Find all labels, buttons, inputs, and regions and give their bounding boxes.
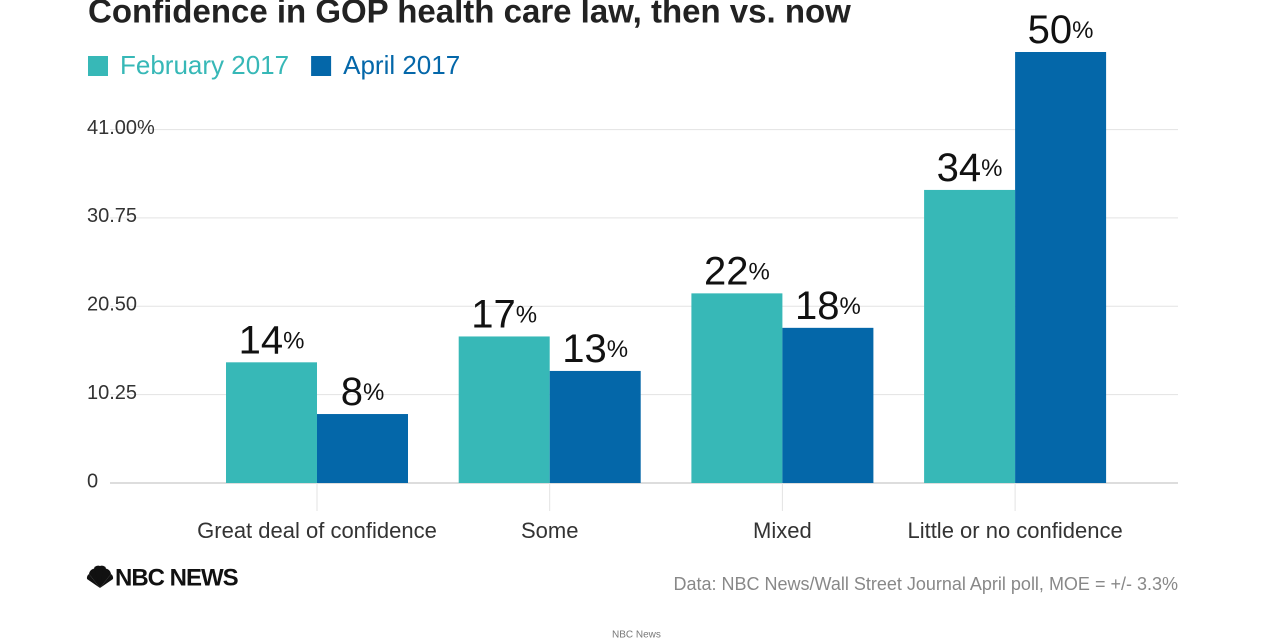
bar	[317, 414, 408, 483]
bar	[924, 189, 1016, 484]
bar	[226, 362, 317, 483]
source-note: Data: NBC News/Wall Street Journal April…	[673, 574, 1178, 594]
y-tick-label: 41.00%	[87, 117, 155, 139]
nbc-logo: NBC NEWS	[86, 564, 240, 591]
legend-swatch	[88, 56, 108, 76]
bar	[782, 327, 874, 483]
y-tick-label: 20.50	[87, 294, 137, 316]
data-label: 13%	[562, 327, 628, 371]
y-tick-label: 0	[87, 470, 98, 492]
bar	[1015, 52, 1107, 483]
legend-swatch	[311, 56, 332, 76]
bar	[458, 336, 550, 483]
peacock-icon	[86, 565, 114, 588]
legend-label: February 2017	[120, 50, 289, 80]
data-label: 22%	[704, 249, 770, 293]
credit: NBC News	[612, 630, 661, 640]
data-label: 50%	[1028, 8, 1094, 52]
data-label: 18%	[795, 283, 861, 327]
y-tick-label: 30.75	[87, 205, 137, 227]
x-tick-label: Mixed	[753, 518, 812, 543]
x-tick-label: Some	[521, 518, 578, 543]
chart-title: Confidence in GOP health care law, then …	[88, 0, 851, 30]
x-tick-label: Little or no confidence	[907, 518, 1122, 543]
logo-text: NBC NEWS	[115, 564, 239, 591]
x-tick-label: Great deal of confidence	[197, 518, 437, 543]
data-label: 14%	[239, 318, 305, 362]
bar	[549, 370, 641, 483]
data-label: 34%	[937, 145, 1003, 189]
bar	[691, 293, 783, 483]
legend-label: April 2017	[343, 50, 460, 80]
data-label: 17%	[471, 292, 537, 336]
data-label: 8%	[341, 370, 385, 414]
y-tick-label: 10.25	[87, 382, 137, 404]
